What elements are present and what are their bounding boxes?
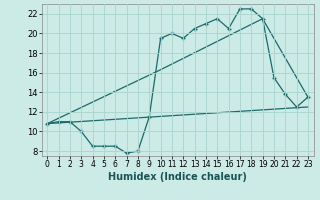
X-axis label: Humidex (Indice chaleur): Humidex (Indice chaleur): [108, 172, 247, 182]
